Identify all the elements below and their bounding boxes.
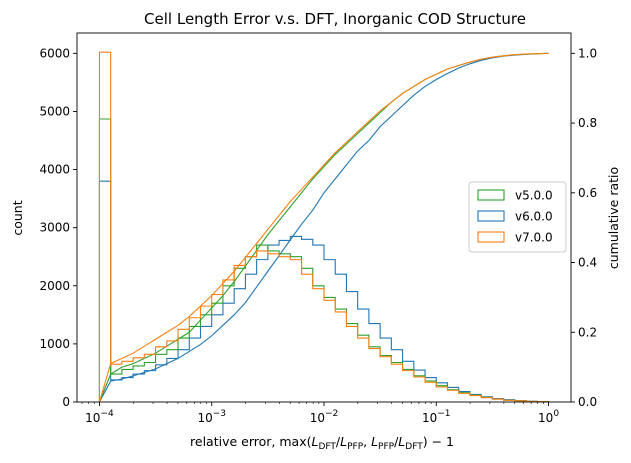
cumulative-line-v6.0.0	[98, 52, 549, 403]
legend-label-v7.0.0: v7.0.0	[515, 231, 553, 245]
histogram-v7.0.0	[98, 51, 550, 403]
legend: v5.0.0 v6.0.0 v7.0.0	[468, 181, 567, 253]
x-axis: 10−4 10−3 10−2 10−1 100	[81, 402, 559, 425]
y-tick-label: 5000	[39, 104, 70, 118]
x-tick-label: 10−1	[422, 409, 451, 425]
y2-tick-label: 0.8	[578, 116, 597, 130]
y-tick-label: 4000	[39, 163, 70, 177]
y-tick-label: 0	[62, 395, 70, 409]
legend-swatch-v5.0.0	[477, 189, 505, 201]
legend-label-v6.0.0: v6.0.0	[515, 210, 553, 224]
y-axis-right: 0.0 0.2 0.4 0.6 0.8 1.0	[571, 46, 597, 409]
x-tick-label: 10−4	[85, 409, 114, 425]
x-tick-label: 100	[538, 409, 559, 425]
y-tick-label: 3000	[39, 221, 70, 235]
y-tick-label: 6000	[39, 46, 70, 60]
y2-axis-title: cumulative ratio	[606, 167, 621, 269]
legend-swatch-v6.0.0	[477, 210, 505, 222]
x-axis-title: relative error, max(LDFT/LPFP, LPFP/LDFT…	[190, 434, 454, 452]
series-layer	[98, 51, 550, 403]
legend-swatch-v7.0.0	[477, 231, 505, 243]
y-axis-title: count	[10, 200, 25, 235]
y-axis-left: 0 1000 2000 3000 4000 5000 6000	[39, 46, 77, 409]
y2-tick-label: 1.0	[578, 46, 597, 60]
x-tick-label: 10−2	[310, 409, 339, 425]
chart-title: Cell Length Error v.s. DFT, Inorganic CO…	[144, 10, 526, 28]
y2-tick-label: 0.2	[578, 325, 597, 339]
y2-tick-label: 0.0	[578, 395, 597, 409]
x-tick-label: 10−3	[197, 409, 226, 425]
legend-label-v5.0.0: v5.0.0	[515, 189, 553, 203]
y2-tick-label: 0.6	[578, 186, 597, 200]
y2-tick-label: 0.4	[578, 256, 597, 270]
histogram-v6.0.0	[98, 180, 550, 403]
cumulative-line-v7.0.0	[98, 52, 549, 403]
y-tick-label: 1000	[39, 337, 70, 351]
y-tick-label: 2000	[39, 279, 70, 293]
